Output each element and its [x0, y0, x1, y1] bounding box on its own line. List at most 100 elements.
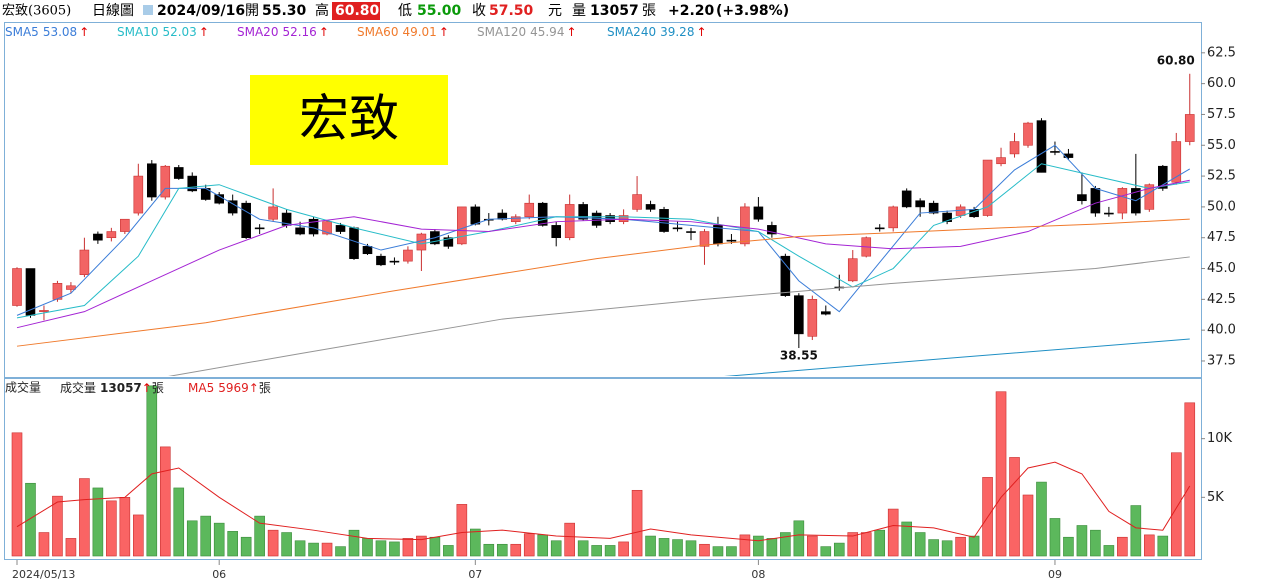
candle-body	[672, 227, 683, 230]
legend-entry: SMA240 39.28 ↑	[607, 25, 707, 39]
volume-bar	[1117, 536, 1128, 557]
legend-value: 39.28	[660, 25, 694, 39]
candle-body	[996, 157, 1006, 165]
change-pct: (+3.98%)	[716, 3, 789, 19]
volume-bar	[577, 540, 589, 557]
candle-body	[1158, 165, 1168, 189]
y-tick-label: 45.0	[1207, 261, 1236, 276]
candle-body	[173, 167, 184, 179]
volume-bar	[402, 538, 414, 557]
volume-bar	[537, 534, 549, 557]
volume-bar	[726, 546, 737, 557]
high-label: 高	[315, 2, 329, 19]
legend-trend: ↑	[199, 25, 209, 39]
volume-bar	[443, 545, 454, 557]
candle-body	[66, 285, 76, 290]
volume-bar	[1049, 518, 1061, 557]
volume-bar	[1022, 494, 1034, 557]
ma-line	[16, 179, 1190, 329]
volume-bar	[523, 533, 535, 557]
volume-bar	[1157, 535, 1169, 557]
close: 57.50	[489, 3, 534, 19]
volume-bar	[807, 535, 818, 557]
candle-body	[901, 190, 912, 208]
candle-body	[1104, 212, 1114, 215]
volume-bar	[321, 542, 333, 557]
volume-legend-name: 成交量	[60, 380, 96, 395]
volume-bar	[106, 500, 117, 557]
volume-bar	[294, 540, 306, 557]
stock-name: 宏致(3605)	[2, 4, 71, 19]
candle-body	[807, 299, 818, 337]
legend-entry: SMA120 45.94 ↑	[477, 25, 577, 39]
volume-bar	[658, 538, 670, 557]
volume-bar	[1009, 457, 1020, 557]
volume-bar	[186, 520, 198, 557]
x-tick-label: 09	[1048, 568, 1062, 581]
labels: 37.5 40.0 42.5 45.0 47.5 50.0 52.5 55.0 57.5 60.0…	[5, 25, 1236, 582]
ma-legend-name: MA5	[188, 381, 214, 395]
volume-bar	[11, 432, 23, 557]
ma-line	[16, 163, 1190, 319]
low-label: 低	[398, 3, 412, 19]
volume-bar	[281, 532, 292, 557]
change: +2.20	[668, 3, 715, 19]
volume-bar	[874, 529, 886, 557]
period: 日線圖	[92, 3, 134, 19]
legend-value: 52.16	[282, 25, 316, 39]
candle-body	[942, 212, 952, 222]
low-annotation: 38.55	[780, 349, 818, 363]
volume-bar	[227, 531, 238, 557]
volume-bar	[604, 545, 616, 557]
candle-body	[1077, 194, 1087, 202]
volume-bar	[1144, 534, 1155, 557]
candle-body	[578, 204, 588, 220]
candle-body	[268, 206, 278, 220]
legend-value: 49.01	[402, 25, 436, 39]
volume-bar	[968, 535, 980, 557]
volume-bar	[833, 542, 845, 557]
volume-bar	[470, 528, 481, 557]
volume-bar	[1170, 452, 1182, 557]
legend-value: 45.94	[530, 25, 564, 39]
volume-bar	[308, 542, 319, 557]
legend-name: SMA120	[477, 25, 526, 39]
candle-body	[1090, 188, 1101, 214]
volume-bar	[159, 446, 171, 557]
candle-body	[699, 231, 710, 247]
volume-bar	[267, 529, 279, 557]
volume-bar	[416, 535, 427, 557]
candle-body	[551, 225, 562, 239]
volume-bar	[1103, 545, 1115, 557]
candle-body	[1063, 153, 1074, 158]
y-tick-label: 10K	[1207, 431, 1233, 446]
candle-body	[928, 202, 939, 214]
y-tick-label: 52.5	[1207, 169, 1236, 184]
volume-bar	[456, 504, 468, 557]
legend-value: 53.08	[43, 25, 77, 39]
high-box	[332, 2, 380, 20]
legend-value: 52.03	[162, 25, 196, 39]
candle-body	[389, 260, 400, 263]
header: 宏致(3605) 日線圖 2024/09/16 開 55.30 高 60.80 …	[2, 2, 789, 20]
candle-body	[335, 225, 346, 232]
volume-bar	[389, 541, 400, 557]
volume-bar	[901, 521, 912, 557]
candle-body	[254, 227, 265, 230]
volume-bar	[941, 540, 953, 557]
volume-bar	[200, 515, 212, 557]
candle-body	[726, 239, 737, 242]
check-icon[interactable]	[143, 5, 153, 15]
volume: 13057	[590, 3, 639, 19]
volume-bar	[38, 532, 50, 557]
x-tick-label: 06	[212, 568, 226, 581]
candle-body	[645, 204, 656, 210]
volume-bar	[618, 541, 629, 557]
volume-bar	[1184, 402, 1196, 557]
volume-bar	[240, 536, 252, 557]
volume-bar	[766, 538, 778, 557]
chart-title: 宏致	[299, 90, 399, 148]
volume-bar	[119, 497, 131, 557]
volume-bar	[564, 522, 575, 557]
